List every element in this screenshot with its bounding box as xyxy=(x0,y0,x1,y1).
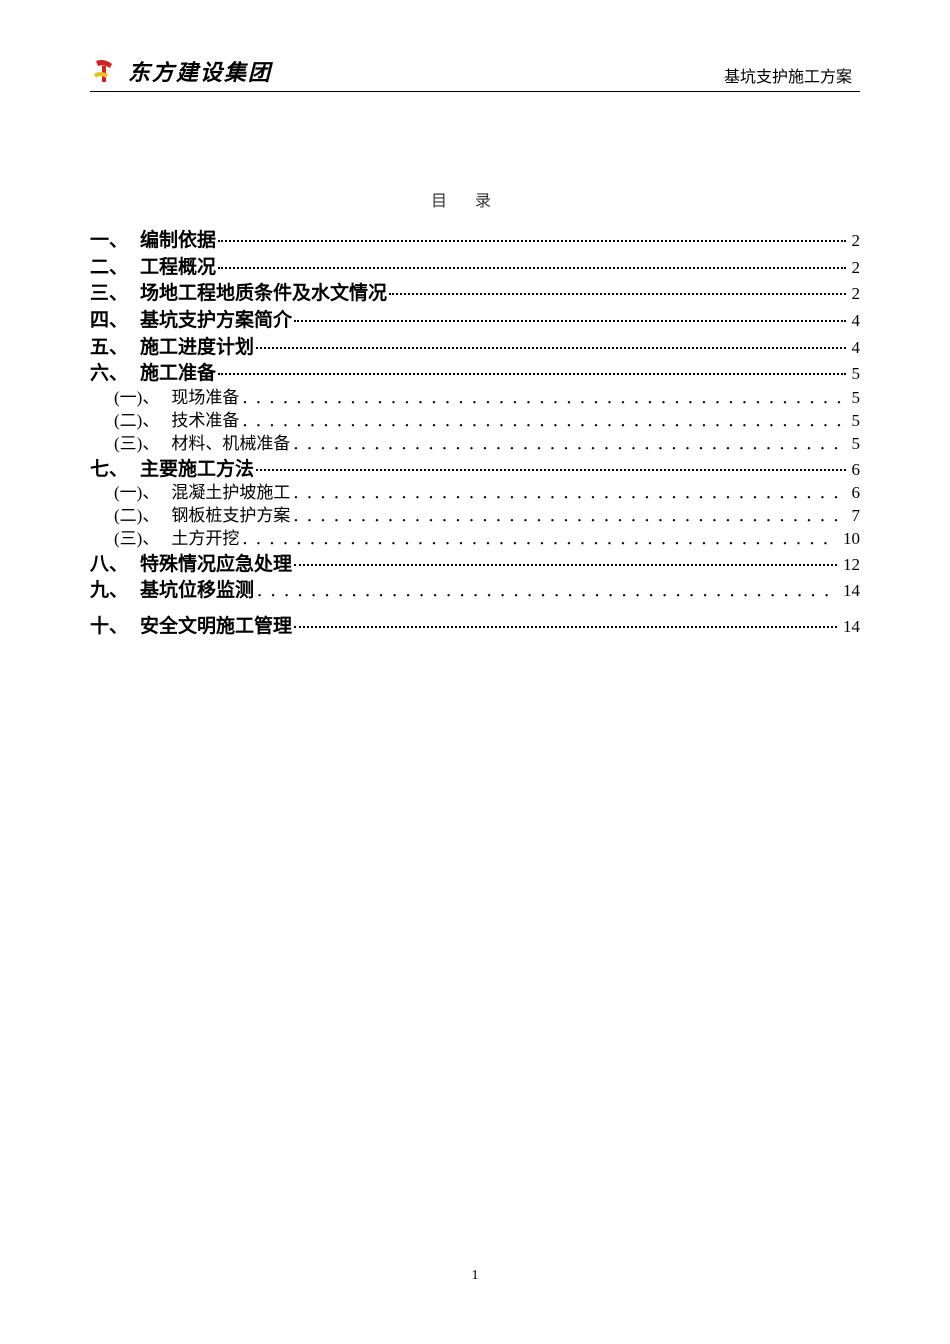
toc-entry-page: 4 xyxy=(848,337,861,360)
toc-entry[interactable]: (二)、技术准备．．．．．．．．．．．．．．．．．．．．．．．．．．．．．．．．… xyxy=(90,410,860,433)
toc-entry[interactable]: (三)、土方开挖．．．．．．．．．．．．．．．．．．．．．．．．．．．．．．．．… xyxy=(90,528,860,551)
toc-entry[interactable]: 八、特殊情况应急处理 12 xyxy=(90,551,860,578)
toc-entry[interactable]: 四、基坑支护方案简介 4 xyxy=(90,307,860,334)
toc-entry-label: 施工准备 xyxy=(140,361,216,387)
toc-entry-label: 钢板桩支护方案 xyxy=(171,505,290,528)
toc-entry[interactable]: 十、安全文明施工管理 14 xyxy=(90,613,860,640)
toc-entry-page: 10 xyxy=(839,528,860,551)
toc-entry-number: (一)、 xyxy=(114,387,159,410)
toc-entry-page: 12 xyxy=(839,554,860,577)
toc-entry[interactable]: 三、场地工程地质条件及水文情况 2 xyxy=(90,280,860,307)
toc-entry[interactable]: 五、施工进度计划 4 xyxy=(90,334,860,361)
toc-entry-page: 2 xyxy=(848,283,861,306)
toc-entry-page: 14 xyxy=(839,616,860,639)
toc-entry-page: 6 xyxy=(848,482,861,505)
toc-entry-number: (二)、 xyxy=(114,505,159,528)
toc-entry-number: (三)、 xyxy=(114,433,159,456)
toc-entry-label: 主要施工方法 xyxy=(140,457,254,483)
toc-entry-number: 二、 xyxy=(90,255,128,281)
toc-entry[interactable]: 六、施工准备 5 xyxy=(90,360,860,387)
page-header: 东方建设集团 基坑支护施工方案 xyxy=(90,55,860,92)
toc-leader xyxy=(256,334,845,353)
toc-title: 目录 xyxy=(90,187,860,211)
toc-entry-label: 土方开挖 xyxy=(171,528,239,551)
toc-entry[interactable]: 二、工程概况 2 xyxy=(90,254,860,281)
toc-entry-number: 五、 xyxy=(90,335,128,361)
toc-entry[interactable]: 一、编制依据 2 xyxy=(90,227,860,254)
toc-entry-label: 场地工程地质条件及水文情况 xyxy=(140,281,387,307)
toc-entry[interactable]: 九、基坑位移监测．．．．．．．．．．．．．．．．．．．．．．．．．．．．．．．．… xyxy=(90,578,860,604)
toc-leader xyxy=(294,613,837,632)
toc-entry[interactable]: (一)、现场准备．．．．．．．．．．．．．．．．．．．．．．．．．．．．．．．．… xyxy=(90,387,860,410)
toc-entry-page: 6 xyxy=(848,459,861,482)
toc-entry-label: 施工进度计划 xyxy=(140,335,254,361)
toc-leader xyxy=(294,307,845,326)
toc-entry-label: 基坑支护方案简介 xyxy=(140,308,292,334)
toc-leader xyxy=(256,456,845,475)
toc-entry-number: 一、 xyxy=(90,228,128,254)
toc-entry[interactable]: (一)、混凝土护坡施工．．．．．．．．．．．．．．．．．．．．．．．．．．．．．… xyxy=(90,482,860,505)
toc-entry[interactable]: (三)、材料、机械准备．．．．．．．．．．．．．．．．．．．．．．．．．．．．．… xyxy=(90,433,860,456)
toc-entry-page: 5 xyxy=(848,433,861,456)
toc-entry[interactable]: 七、主要施工方法 6 xyxy=(90,456,860,483)
company-logo-icon xyxy=(90,56,120,86)
toc-entry[interactable]: (二)、钢板桩支护方案．．．．．．．．．．．．．．．．．．．．．．．．．．．．．… xyxy=(90,505,860,528)
toc-entry-number: (一)、 xyxy=(114,482,159,505)
toc-leader xyxy=(389,280,845,299)
toc-list: 一、编制依据2二、工程概况2三、场地工程地质条件及水文情况2四、基坑支护方案简介… xyxy=(90,227,860,640)
toc-entry-number: 六、 xyxy=(90,361,128,387)
toc-entry-number: 三、 xyxy=(90,281,128,307)
toc-leader: ．．．．．．．．．．．．．．．．．．．．．．．．．．．．．．．．．．．．．．．．… xyxy=(256,582,837,597)
toc-entry-page: 14 xyxy=(839,580,860,603)
toc-leader: ．．．．．．．．．．．．．．．．．．．．．．．．．．．．．．．．．．．．．．．．… xyxy=(241,389,845,404)
toc-entry-page: 5 xyxy=(848,410,861,433)
toc-entry-label: 工程概况 xyxy=(140,255,216,281)
toc-leader: ．．．．．．．．．．．．．．．．．．．．．．．．．．．．．．．．．．．．．．．．… xyxy=(241,530,837,545)
toc-entry-number: 十、 xyxy=(90,614,128,640)
toc-leader xyxy=(294,551,837,570)
toc-entry-page: 5 xyxy=(848,387,861,410)
toc-leader xyxy=(218,227,845,246)
toc-entry-label: 安全文明施工管理 xyxy=(140,614,292,640)
toc-entry-number: 四、 xyxy=(90,308,128,334)
logo-group: 东方建设集团 xyxy=(90,55,272,87)
toc-entry-label: 编制依据 xyxy=(140,228,216,254)
toc-entry-number: (二)、 xyxy=(114,410,159,433)
toc-leader: ．．．．．．．．．．．．．．．．．．．．．．．．．．．．．．．．．．．．．．．．… xyxy=(292,484,845,499)
toc-leader: ．．．．．．．．．．．．．．．．．．．．．．．．．．．．．．．．．．．．．．．．… xyxy=(292,435,845,450)
toc-entry-label: 技术准备 xyxy=(171,410,239,433)
page-number: 1 xyxy=(0,1268,950,1284)
toc-entry-label: 混凝土护坡施工 xyxy=(171,482,290,505)
toc-entry-number: 七、 xyxy=(90,457,128,483)
toc-entry-number: 八、 xyxy=(90,552,128,578)
toc-entry-number: (三)、 xyxy=(114,528,159,551)
company-name: 东方建设集团 xyxy=(128,55,272,87)
toc-entry-page: 5 xyxy=(848,363,861,386)
toc-leader: ．．．．．．．．．．．．．．．．．．．．．．．．．．．．．．．．．．．．．．．．… xyxy=(241,412,845,427)
toc-entry-label: 特殊情况应急处理 xyxy=(140,552,292,578)
toc-entry-page: 2 xyxy=(848,230,861,253)
document-title-header: 基坑支护施工方案 xyxy=(724,63,860,87)
page-container: 东方建设集团 基坑支护施工方案 目录 一、编制依据2二、工程概况2三、场地工程地… xyxy=(0,0,950,1344)
toc-entry-page: 7 xyxy=(848,505,861,528)
toc-leader xyxy=(218,360,845,379)
toc-leader xyxy=(218,254,845,273)
toc-entry-number: 九、 xyxy=(90,578,128,604)
toc-entry-label: 基坑位移监测 xyxy=(140,578,254,604)
toc-entry-page: 4 xyxy=(848,310,861,333)
toc-leader: ．．．．．．．．．．．．．．．．．．．．．．．．．．．．．．．．．．．．．．．．… xyxy=(292,507,845,522)
toc-entry-label: 现场准备 xyxy=(171,387,239,410)
toc-entry-label: 材料、机械准备 xyxy=(171,433,290,456)
toc-entry-page: 2 xyxy=(848,257,861,280)
